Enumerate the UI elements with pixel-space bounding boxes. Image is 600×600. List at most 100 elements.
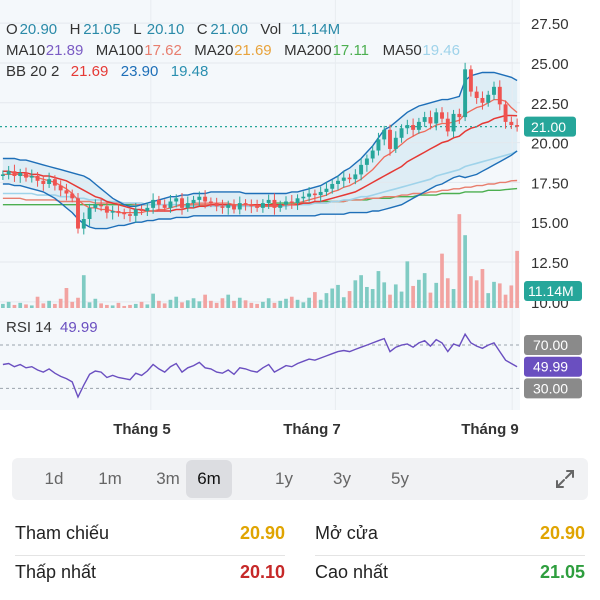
volume-bars [1,214,519,308]
stat-high-label: Cao nhất [315,562,389,582]
volume-bar [278,300,283,308]
time-tick-label: Tháng 7 [283,421,341,438]
legend-value: 21.00 [210,21,248,38]
price-tick-label: 20.00 [531,136,569,153]
volume-bar [168,299,173,308]
timeframe-6m[interactable]: 6m [186,460,232,498]
price-tick-label: 17.50 [531,175,569,192]
volume-bar [480,269,485,308]
candle-body [382,129,387,140]
volume-bar [451,289,456,308]
timeframe-1m[interactable]: 1m [98,469,122,488]
candle-body [24,172,28,178]
volume-bar [405,261,410,308]
candle-body [168,201,173,208]
candle-body [156,199,161,205]
candle-body [47,179,52,184]
volume-bar [474,280,479,308]
candle-body [428,117,433,124]
divider [315,555,585,556]
volume-bar [174,296,179,308]
volume-bar [515,250,519,308]
last-price-label: 21.00 [531,119,566,135]
candle-body [191,199,196,204]
volume-bar [497,283,502,308]
volume-bar [445,278,450,308]
bollinger-band-fill [2,72,518,229]
legend-value: 11,14M [291,21,340,38]
candle-body [457,113,462,118]
candle-body [451,113,456,132]
volume-bar [492,281,496,308]
volume-bar [203,294,207,308]
volume-bar [284,298,288,308]
ma-label: MA10 [6,42,45,59]
volume-bar [434,282,439,308]
candle-body [139,209,144,212]
volume-bar [509,285,514,308]
rsi-level-label: 30.00 [533,380,568,396]
candle-body [272,199,277,208]
candle-body [185,203,190,208]
rsi-value-label: 49.99 [533,359,568,375]
timeframe-1d[interactable]: 1d [44,469,64,488]
candle-body [463,69,468,118]
expand-icon[interactable] [554,468,576,490]
grid-lines [0,0,520,410]
candle-body [243,203,248,205]
volume-bar [359,275,363,308]
volume-bar [226,294,231,308]
volume-bar [76,297,80,308]
volume-bar [1,303,5,308]
timeframe-3y[interactable]: 3y [333,469,351,488]
candle-body [422,117,427,122]
volume-bar [272,302,277,308]
candle-body [307,193,312,197]
candle-body [93,204,98,208]
ma-value: 19.46 [422,42,460,59]
candle-body [388,129,392,149]
candle-body [480,97,485,103]
volume-bar [24,304,28,308]
timeframe-5y[interactable]: 5y [391,469,409,488]
candle-body [214,203,219,207]
volume-bar [301,302,306,308]
candle-body [0,174,5,177]
timeframe-1y[interactable]: 1y [275,469,293,488]
ma-label: MA200 [284,42,332,59]
volume-bar [151,293,155,308]
candle-body [12,171,17,177]
volume-bar [324,293,329,308]
candle-body [497,86,502,105]
candle-body [29,176,34,178]
ma10-line [2,98,518,214]
volume-bar [440,253,444,308]
volume-bar [53,303,57,308]
candle-body [515,125,520,127]
ma-value: 17.62 [144,42,182,59]
volume-bar [249,302,254,308]
rsi-level-badge [524,378,582,399]
candle-body [180,198,184,208]
volume-bar [128,304,132,308]
candle-body [347,177,352,180]
candle-body [284,201,288,205]
volume-bar [180,302,184,308]
price-chart[interactable]: 70.00 30.00 49.99 27.50 25.00 22.50 20.00 17.5… [0,0,600,440]
rsi-value: 49.99 [60,319,98,336]
ma-value: 21.69 [234,42,272,59]
candle-body [35,176,40,181]
price-tick-label: 27.50 [531,16,569,33]
volume-bar [145,304,150,308]
candle-body [445,118,450,132]
candle-body [110,211,115,213]
candle-body [81,219,86,229]
timeframe-3m[interactable]: 3m [156,469,180,488]
ma20-line [2,114,518,212]
volume-bar [209,300,213,308]
bb-lower-line [2,150,518,230]
candle-body [41,180,46,184]
volume-bar [6,301,11,308]
candle-body [226,204,231,208]
volume-bar [318,299,323,308]
